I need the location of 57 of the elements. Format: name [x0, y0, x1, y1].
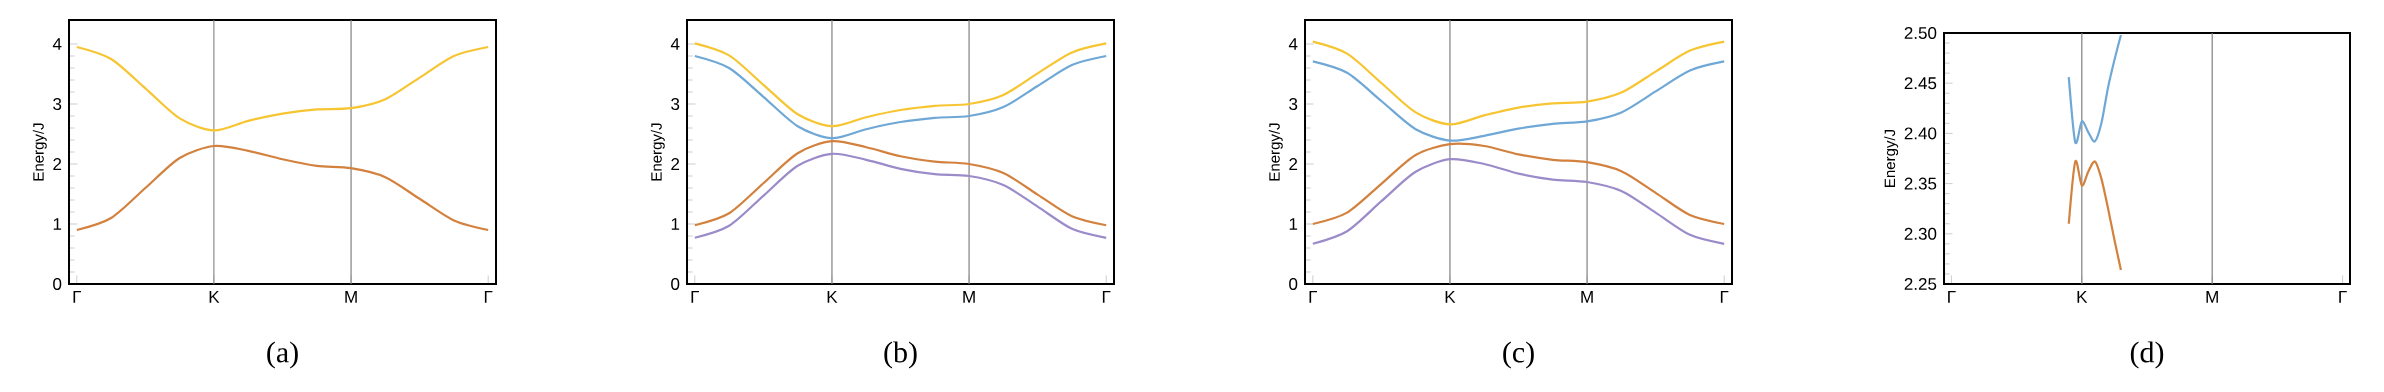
x-tick-label: M [345, 291, 357, 303]
line-series [1311, 157, 1726, 245]
y-tick-label: 2.25 [1904, 277, 1937, 291]
text: (a) [267, 341, 298, 369]
x-tick-label: Γ [1948, 291, 1956, 303]
y-axis-title: Energy/J [1268, 123, 1283, 181]
line-series [2067, 160, 2123, 272]
y-tick-label: 0 [671, 277, 680, 291]
y-tick-label: 3 [53, 98, 62, 111]
y-axis-title: Energy/J [1884, 130, 1899, 187]
y-tick-label: 3 [1289, 98, 1298, 111]
x-tick-label: K [2077, 291, 2088, 303]
text: (b) [884, 341, 917, 369]
x-tick-label: Γ [1720, 291, 1729, 303]
y-axis-title: Energy/J [650, 123, 665, 181]
line-series [693, 152, 1108, 239]
y-tick-label: 4 [1288, 38, 1298, 50]
line-series [693, 140, 1108, 227]
x-tick-label: K [1445, 291, 1456, 303]
x-tick-label: Γ [73, 291, 82, 303]
y-tick-label: 2.50 [1904, 27, 1937, 40]
x-tick-label: Γ [1309, 291, 1318, 303]
text: (d) [2130, 341, 2164, 369]
line-series [75, 45, 490, 132]
y-tick-label: 2.30 [1904, 227, 1937, 240]
text: (c) [1503, 341, 1534, 369]
y-tick-label: 1 [1289, 218, 1298, 230]
x-tick-label: Γ [1102, 291, 1111, 303]
line-series [1311, 142, 1726, 226]
y-tick-label: 2.45 [1904, 77, 1937, 90]
x-tick-label: Γ [484, 291, 493, 303]
y-axis-title: Energy/J [32, 123, 47, 181]
x-tick-label: M [1581, 291, 1593, 303]
x-tick-label: Γ [691, 291, 700, 303]
y-tick-label: 2 [53, 158, 62, 170]
y-tick-label: 4 [670, 38, 680, 50]
y-tick-label: 3 [671, 98, 680, 111]
y-tick-label: 2 [1289, 158, 1298, 170]
x-tick-label: Γ [2339, 291, 2347, 303]
line-series [1311, 40, 1726, 126]
x-tick-label: K [827, 291, 838, 303]
y-tick-label: 2 [671, 158, 680, 170]
x-tick-label: M [963, 291, 975, 303]
line-series [2067, 33, 2123, 144]
x-tick-label: M [2206, 291, 2218, 303]
line-series [1311, 60, 1726, 142]
y-tick-label: 2.40 [1904, 127, 1937, 140]
line-series [75, 144, 490, 232]
line-series [693, 54, 1108, 140]
y-tick-label: 4 [52, 38, 62, 50]
y-tick-label: 1 [671, 218, 680, 230]
y-tick-label: 2.35 [1904, 177, 1937, 190]
y-tick-label: 0 [1289, 277, 1298, 291]
y-tick-label: 1 [53, 218, 62, 230]
line-series [693, 42, 1108, 128]
y-tick-label: 0 [53, 277, 62, 291]
x-tick-label: K [209, 291, 220, 303]
